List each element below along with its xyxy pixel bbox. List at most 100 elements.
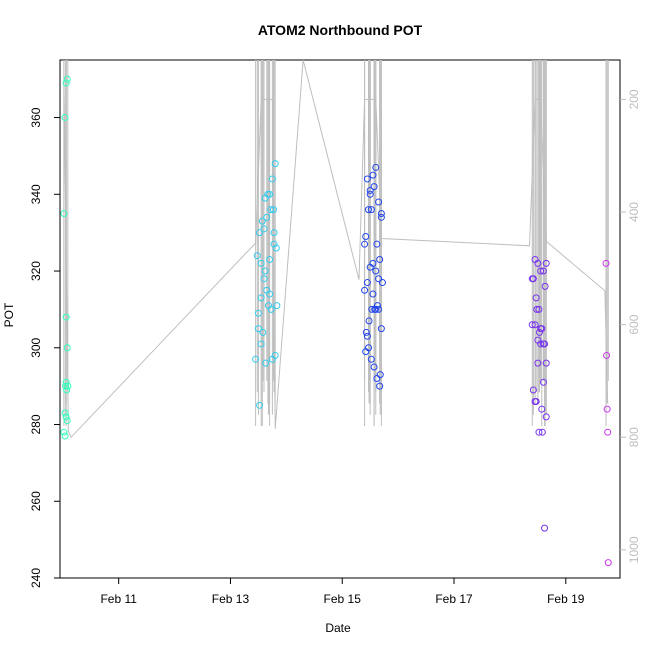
data-point	[603, 405, 611, 413]
plot-layer: 240 260 280 300 320 340 360 200 400 600 800 1000 Feb…	[29, 59, 641, 606]
data-point	[270, 240, 278, 248]
data-point	[63, 386, 71, 394]
data-point	[362, 328, 370, 336]
data-point	[273, 302, 281, 310]
data-point	[532, 294, 540, 302]
data-point	[253, 252, 261, 260]
y-tick-label: 280	[29, 414, 43, 434]
data-point	[372, 163, 380, 171]
data-point	[361, 286, 369, 294]
data-point	[256, 229, 264, 237]
data-point	[537, 267, 545, 275]
profile-trace-line	[63, 59, 609, 439]
data-point	[61, 432, 69, 440]
data-point	[373, 374, 381, 382]
data-point	[363, 332, 371, 340]
data-point	[375, 305, 383, 313]
data-point	[528, 321, 536, 329]
data-point	[369, 259, 377, 267]
data-point	[537, 340, 545, 348]
data-point	[377, 213, 385, 221]
cast-lines-1	[63, 60, 69, 426]
data-point	[604, 559, 612, 567]
data-point	[257, 294, 265, 302]
data-point	[62, 382, 70, 390]
data-point	[375, 198, 383, 206]
data-point	[63, 75, 71, 83]
data-point	[372, 267, 380, 275]
y2-tick-label: 200	[627, 89, 641, 109]
data-point	[373, 240, 381, 248]
data-point	[377, 325, 385, 333]
cast-lines-5	[605, 60, 609, 426]
data-point	[61, 409, 69, 417]
y2-tick-label: 600	[627, 314, 641, 334]
data-point	[366, 190, 374, 198]
data-point	[260, 225, 268, 233]
series-4-points	[528, 256, 550, 532]
data-point	[369, 171, 377, 179]
data-point	[60, 428, 68, 436]
x-tick-label: Feb 11	[100, 592, 137, 606]
data-point	[366, 186, 374, 194]
series-3-points	[361, 163, 386, 390]
data-point	[539, 267, 547, 275]
data-point	[534, 359, 542, 367]
y-tick-label: 340	[29, 184, 43, 204]
data-point	[260, 275, 268, 283]
data-point	[261, 267, 269, 275]
data-point	[376, 256, 384, 264]
data-point	[257, 259, 265, 267]
data-point	[262, 359, 270, 367]
y2-tick-label: 1000	[627, 536, 641, 563]
data-point	[604, 428, 612, 436]
data-point	[272, 244, 280, 252]
data-point	[538, 428, 546, 436]
x-axis: Feb 11 Feb 13 Feb 15 Feb 17 Feb 19	[100, 578, 585, 606]
data-point	[62, 413, 70, 421]
data-point	[370, 363, 378, 371]
data-point	[271, 160, 279, 168]
y2-tick-label: 800	[627, 427, 641, 447]
data-point	[257, 340, 265, 348]
data-point	[62, 378, 70, 386]
y2-axis: 200 400 600 800 1000	[620, 89, 641, 563]
series-1-points	[60, 75, 72, 440]
y-tick-label: 320	[29, 261, 43, 281]
data-point	[542, 413, 550, 421]
y2-tick-label: 400	[627, 202, 641, 222]
data-point	[263, 213, 271, 221]
y-tick-label: 240	[29, 568, 43, 588]
y-tick-label: 260	[29, 491, 43, 511]
data-point	[270, 229, 278, 237]
data-point	[259, 328, 267, 336]
series-2-points	[252, 160, 281, 409]
data-point	[268, 175, 276, 183]
x-axis-label: Date	[325, 621, 351, 635]
data-point	[539, 340, 547, 348]
cast-lines-2	[255, 60, 276, 426]
data-point	[365, 317, 373, 325]
data-point	[365, 206, 373, 214]
x-tick-label: Feb 13	[212, 592, 250, 606]
y-axis: 240 260 280 300 320 340 360	[29, 107, 60, 588]
data-point	[62, 313, 70, 321]
data-point	[375, 275, 383, 283]
cast-lines-3	[364, 60, 382, 426]
data-point	[368, 305, 376, 313]
profile-lines-group	[63, 59, 609, 439]
data-point	[63, 344, 71, 352]
data-point	[370, 183, 378, 191]
x-tick-label: Feb 19	[547, 592, 585, 606]
chart-title: ATOM2 Northbound POT	[258, 22, 423, 38]
data-point	[542, 359, 550, 367]
plot-frame	[59, 59, 621, 579]
data-point	[271, 351, 279, 359]
data-point	[603, 351, 611, 359]
data-point	[254, 309, 262, 317]
data-point	[535, 428, 543, 436]
data-point	[60, 209, 68, 217]
data-point	[256, 401, 264, 409]
data-point	[361, 240, 369, 248]
